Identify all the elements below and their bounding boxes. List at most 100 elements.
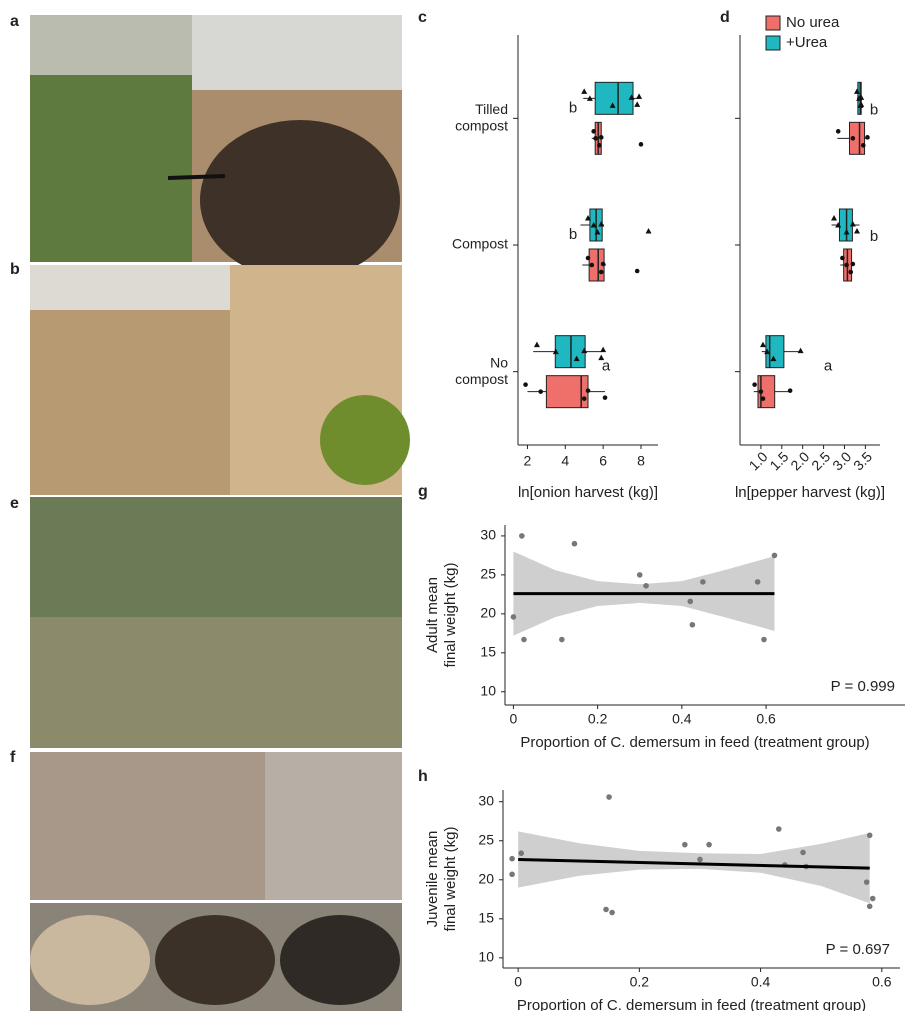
y-tick-label: 15	[480, 643, 496, 659]
point	[869, 895, 876, 902]
confidence-band	[518, 831, 870, 904]
photo-feed	[30, 915, 150, 1005]
photo-feed	[280, 915, 400, 1005]
point	[689, 621, 696, 628]
point	[591, 129, 596, 134]
point	[581, 88, 588, 94]
y-axis-title: Adult meanfinal weight (kg)	[424, 562, 459, 667]
point	[590, 222, 597, 228]
photo	[30, 617, 402, 748]
point	[628, 94, 635, 100]
x-tick-label: 2	[524, 453, 532, 469]
y-tick-label: 25	[478, 831, 494, 847]
x-tick-label: 0.4	[672, 711, 692, 727]
point	[759, 341, 766, 348]
panel-label: e	[10, 495, 19, 512]
point	[636, 93, 643, 99]
photo-compost	[200, 120, 400, 280]
group-label: a	[824, 358, 833, 375]
point	[585, 255, 591, 261]
point	[860, 143, 866, 148]
point	[850, 136, 856, 141]
legend-swatch	[765, 35, 781, 51]
point	[697, 856, 703, 863]
panel-label: a	[10, 13, 19, 30]
point	[848, 269, 854, 275]
point	[552, 348, 559, 355]
x-tick-label: 0.2	[588, 711, 608, 727]
point	[598, 135, 604, 140]
point	[754, 579, 761, 585]
point	[634, 101, 641, 107]
point	[787, 388, 793, 393]
point	[585, 388, 591, 393]
point	[770, 355, 777, 362]
p-value: P = 0.697	[826, 941, 890, 958]
point	[602, 395, 608, 400]
fit-line	[518, 857, 870, 870]
y-tick-label: 20	[478, 870, 494, 886]
point	[598, 269, 604, 275]
photo-peppers	[320, 395, 410, 485]
point	[761, 636, 767, 643]
y-tick-label: Compost	[452, 236, 508, 252]
point	[600, 261, 606, 267]
point	[519, 533, 525, 539]
panel-label: g	[418, 483, 428, 500]
point	[865, 135, 870, 140]
point	[835, 129, 841, 134]
panel-label: f	[10, 749, 16, 766]
point	[764, 348, 771, 355]
point	[600, 346, 607, 353]
y-tick-label: Tilled compost	[455, 101, 508, 134]
point	[523, 382, 528, 387]
point	[593, 136, 598, 141]
point	[854, 88, 861, 94]
point	[598, 354, 605, 361]
x-axis-title: ln[pepper harvest (kg)]	[735, 484, 885, 501]
photo-arrow	[167, 174, 226, 180]
point	[598, 221, 605, 227]
x-tick-label: 0.6	[872, 974, 892, 990]
point	[634, 268, 640, 274]
x-tick-label: 8	[637, 453, 645, 469]
legend-swatch	[765, 15, 781, 31]
point	[573, 355, 580, 362]
y-tick-label: 10	[480, 682, 496, 698]
point	[863, 879, 870, 885]
y-tick-label: 25	[480, 566, 496, 582]
photo	[30, 497, 402, 617]
point	[706, 841, 712, 848]
point	[559, 636, 565, 643]
point	[533, 341, 540, 348]
photo-sky	[30, 265, 230, 310]
point	[844, 262, 849, 268]
point	[585, 215, 591, 221]
group-label: a	[602, 358, 611, 375]
y-tick-label: 10	[478, 949, 494, 965]
point	[510, 614, 517, 620]
y-tick-label: 20	[480, 605, 496, 621]
point	[866, 903, 873, 910]
photo	[265, 752, 402, 900]
point	[752, 382, 757, 387]
point	[586, 95, 593, 101]
point	[775, 826, 782, 832]
point	[581, 347, 588, 354]
point	[858, 94, 865, 100]
point	[571, 540, 578, 547]
point	[760, 396, 766, 401]
group-label: b	[569, 99, 577, 116]
point	[581, 396, 587, 401]
group-label: b	[870, 101, 878, 118]
point	[771, 552, 778, 559]
point	[800, 849, 806, 856]
x-tick-label: 6	[599, 453, 607, 469]
point	[687, 598, 694, 605]
x-axis-title: Proportion of C. demersum in feed (treat…	[517, 997, 866, 1011]
point	[518, 850, 524, 857]
x-tick-label: 3.5	[850, 448, 875, 473]
box	[594, 81, 634, 115]
point	[597, 143, 602, 148]
point	[797, 347, 804, 354]
